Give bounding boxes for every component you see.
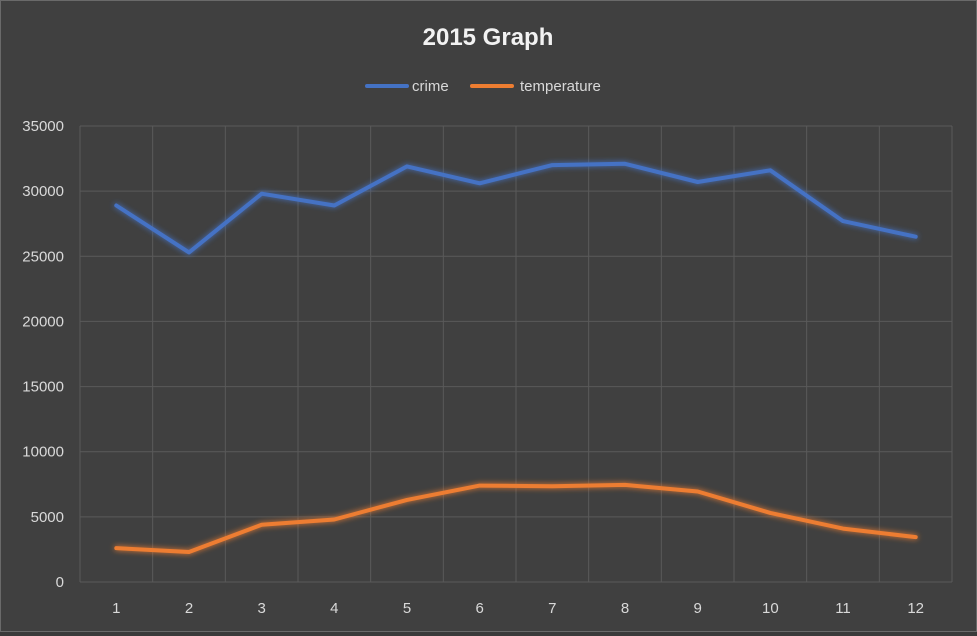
x-tick-label: 4: [330, 600, 338, 617]
y-tick-label: 20000: [22, 313, 64, 330]
y-tick-label: 0: [56, 574, 64, 591]
y-tick-label: 25000: [22, 248, 64, 265]
x-tick-label: 2: [185, 600, 193, 617]
chart-grid: [80, 126, 952, 582]
x-tick-label: 5: [403, 600, 411, 617]
x-tick-label: 3: [257, 600, 265, 617]
x-tick-label: 7: [548, 600, 556, 617]
x-tick-label: 9: [693, 600, 701, 617]
x-tick-label: 8: [621, 600, 629, 617]
chart-legend: crime temperature: [367, 78, 601, 95]
x-tick-label: 6: [475, 600, 483, 617]
legend-label-crime: crime: [412, 78, 449, 95]
y-tick-label: 35000: [22, 118, 64, 135]
y-tick-label: 15000: [22, 379, 64, 396]
legend-label-temperature: temperature: [520, 78, 601, 95]
y-tick-label: 10000: [22, 444, 64, 461]
x-tick-label: 1: [112, 600, 120, 617]
x-tick-label: 10: [762, 600, 779, 617]
x-tick-label: 11: [835, 600, 851, 617]
legend-item-temperature: temperature: [472, 78, 601, 95]
y-axis-ticks: 0 5000 10000 15000 20000 25000 30000 35000: [22, 118, 64, 591]
y-tick-label: 30000: [22, 183, 64, 200]
x-tick-label: 12: [907, 600, 924, 617]
legend-item-crime: crime: [367, 78, 449, 95]
chart-title: 2015 Graph: [423, 24, 554, 51]
y-tick-label: 5000: [31, 509, 64, 526]
